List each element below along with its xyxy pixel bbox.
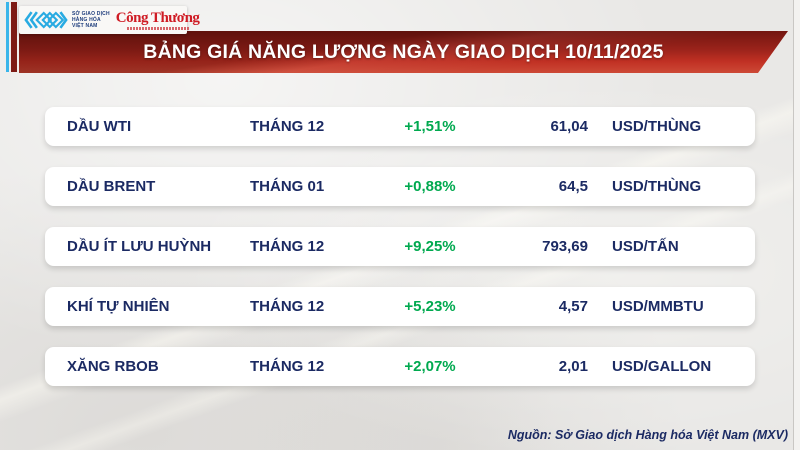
price-value: 2,01 [558,358,588,375]
right-edge-line [793,0,794,450]
price-unit: USD/THÙNG [612,118,702,135]
price-value: 64,5 [558,178,588,195]
price-value: 793,69 [542,238,588,255]
commodity-name: XĂNG RBOB [67,358,159,375]
logo-box: SỞ GIAO DỊCH HÀNG HÓA VIỆT NAM Công Thươ… [19,6,200,34]
contract-month: THÁNG 12 [250,358,325,375]
right-edge-strip [794,0,800,450]
table-row: DẦU WTI THÁNG 12 +1,51% 61,04 USD/THÙNG [45,107,755,146]
commodity-name: DẦU ÍT LƯU HUỲNH [67,238,212,255]
price-value: 4,57 [558,298,588,315]
commodity-name: KHÍ TỰ NHIÊN [67,298,170,315]
change-percent: +9,25% [404,238,456,255]
price-value: 61,04 [550,118,588,135]
accent-bar-red [11,2,17,72]
congthuong-logo-text: Công Thương [115,9,200,26]
price-unit: USD/GALLON [612,358,712,375]
congthuong-logo-tagline [126,26,189,30]
change-percent: +2,07% [404,358,456,375]
contract-month: THÁNG 12 [250,118,325,135]
congthuong-logo: Công Thương [115,9,200,30]
contract-month: THÁNG 01 [250,178,325,195]
price-unit: USD/THÙNG [612,178,702,195]
table-row: XĂNG RBOB THÁNG 12 +2,07% 2,01 USD/GALLON [45,347,755,386]
contract-month: THÁNG 12 [250,238,325,255]
mxv-logo-icon [24,11,68,29]
change-percent: +0,88% [404,178,456,195]
change-percent: +5,23% [404,298,456,315]
mxv-logo-text-line3: VIỆT NAM [72,23,98,29]
commodity-name: DẦU BRENT [67,178,156,195]
change-percent: +1,51% [404,118,456,135]
source-credit: Nguồn: Sở Giao dịch Hàng hóa Việt Nam (M… [507,428,788,442]
price-unit: USD/MMBTU [612,298,704,315]
table-row: DẦU BRENT THÁNG 01 +0,88% 64,5 USD/THÙNG [45,167,755,206]
commodity-name: DẦU WTI [67,118,132,135]
accent-bar-cyan [6,2,9,72]
contract-month: THÁNG 12 [250,298,325,315]
title-banner: BẢNG GIÁ NĂNG LƯỢNG NGÀY GIAO DỊCH 10/11… [19,31,788,73]
table-row: DẦU ÍT LƯU HUỲNH THÁNG 12 +9,25% 793,69 USD/… [45,227,755,266]
table-row: KHÍ TỰ NHIÊN THÁNG 12 +5,23% 4,57 USD/MMBTU [45,287,755,326]
mxv-logo-text: SỞ GIAO DỊCH HÀNG HÓA VIỆT NAM [72,11,110,29]
price-unit: USD/TẤN [612,238,679,255]
page-title: BẢNG GIÁ NĂNG LƯỢNG NGÀY GIAO DỊCH 10/11… [143,41,664,63]
